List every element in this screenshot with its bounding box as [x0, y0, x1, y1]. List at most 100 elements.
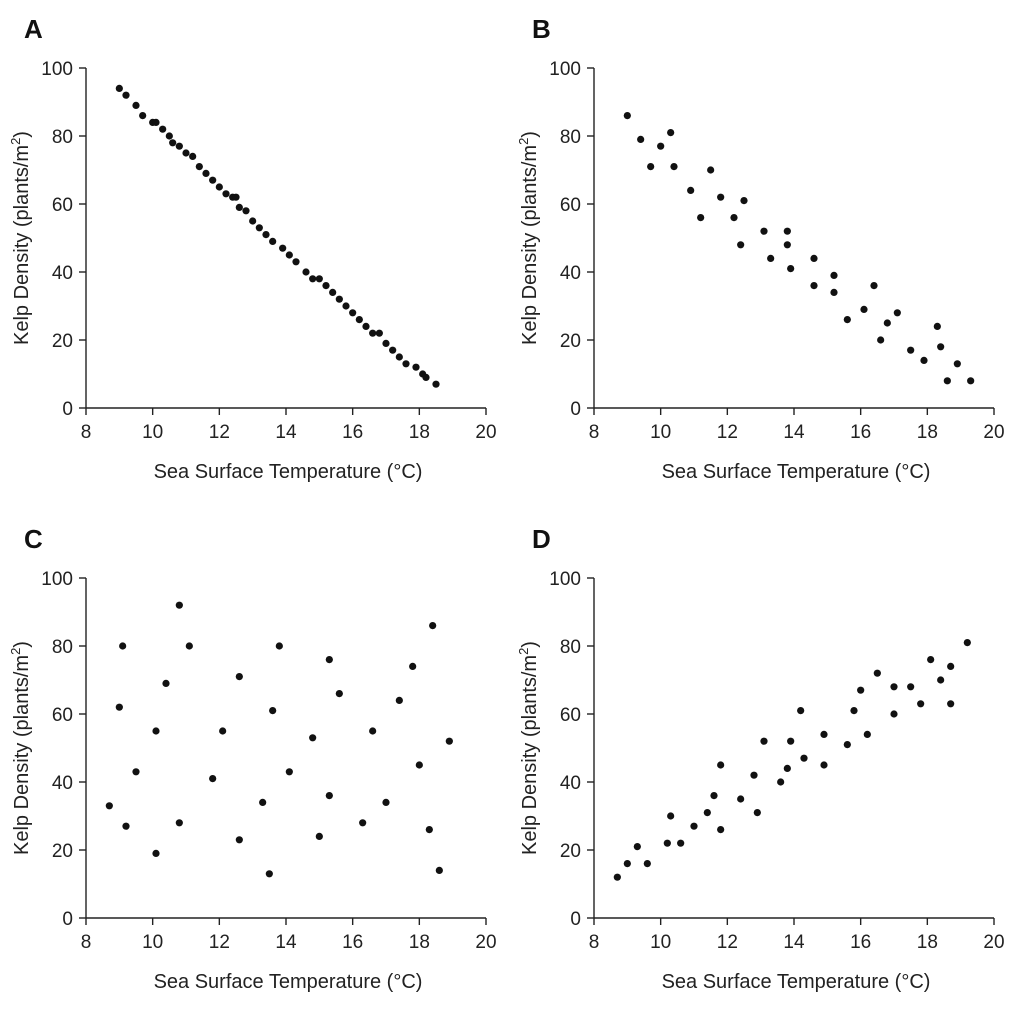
x-tick-label: 14	[783, 932, 805, 953]
data-point	[740, 197, 748, 205]
data-point	[189, 152, 197, 160]
data-point	[375, 329, 383, 337]
y-tick-label: 60	[52, 705, 73, 726]
data-point	[883, 319, 891, 327]
y-tick-label: 100	[549, 59, 581, 80]
panel-label: D	[532, 524, 551, 554]
data-point	[717, 761, 725, 769]
data-point	[105, 802, 113, 810]
data-point	[907, 683, 915, 691]
data-point	[937, 676, 945, 684]
data-point	[259, 798, 267, 806]
data-point	[643, 860, 651, 868]
data-point	[657, 142, 665, 150]
data-point	[830, 271, 838, 279]
data-point	[870, 282, 878, 290]
data-point	[329, 288, 337, 296]
y-tick-label: 80	[560, 637, 581, 658]
data-point	[820, 761, 828, 769]
data-point	[787, 737, 795, 745]
data-point	[933, 322, 941, 330]
x-tick-label: 12	[209, 932, 230, 953]
x-tick-label: 18	[917, 932, 938, 953]
y-tick-label: 0	[62, 399, 73, 420]
y-tick-label: 100	[549, 569, 581, 590]
panel-a: A 8 10 12 14 16 18 20 0 20 40 60 80 100 Sea Surface Te…	[0, 0, 512, 512]
data-point	[402, 360, 410, 368]
data-point	[415, 761, 423, 769]
data-point	[707, 166, 715, 174]
data-point	[175, 142, 183, 150]
scatter-chart-a: A 8 10 12 14 16 18 20 0 20 40 60 80 100 Sea Surface Te…	[8, 14, 497, 483]
data-point	[235, 673, 243, 681]
data-point	[139, 112, 147, 120]
y-tick-label: 80	[52, 127, 73, 148]
data-point	[302, 268, 310, 276]
data-point	[269, 237, 277, 245]
x-axis-title: Sea Surface Temperature (°C)	[662, 461, 931, 483]
data-point	[737, 795, 745, 803]
data-point	[873, 669, 881, 677]
data-point	[890, 683, 898, 691]
data-point	[850, 707, 858, 715]
data-point	[710, 792, 718, 800]
data-point	[690, 822, 698, 830]
data-point	[285, 768, 293, 776]
data-point	[687, 186, 695, 194]
data-point	[717, 826, 725, 834]
data-point	[115, 703, 123, 711]
data-point	[412, 363, 420, 371]
data-point	[322, 282, 330, 290]
data-point	[783, 241, 791, 249]
data-point	[349, 309, 357, 317]
data-point	[429, 622, 437, 630]
data-point	[677, 839, 685, 847]
x-tick-label: 14	[275, 932, 297, 953]
data-point	[315, 832, 323, 840]
data-point	[860, 305, 868, 313]
data-point	[647, 163, 655, 171]
y-tick-label: 40	[560, 263, 581, 284]
y-tick-label: 100	[41, 59, 73, 80]
data-point	[893, 309, 901, 317]
x-tick-label: 16	[342, 932, 363, 953]
data-point	[279, 244, 287, 252]
data-point	[890, 710, 898, 718]
data-point	[215, 183, 223, 191]
data-point	[907, 346, 915, 354]
data-point	[395, 696, 403, 704]
data-point	[947, 662, 955, 670]
data-point	[369, 329, 377, 337]
data-point	[235, 203, 243, 211]
data-point	[877, 336, 885, 344]
data-point	[355, 316, 363, 324]
data-point	[843, 316, 851, 324]
data-point	[132, 101, 140, 109]
data-point	[422, 373, 430, 381]
data-point	[185, 642, 193, 650]
data-point	[830, 288, 838, 296]
data-point	[152, 727, 160, 735]
scatter-chart-c: C 8 10 12 14 16 18 20 0 20 40 60 80 100 Sea Surface Te…	[8, 524, 497, 993]
data-point	[395, 353, 403, 361]
x-tick-label: 20	[475, 422, 496, 443]
y-tick-label: 80	[52, 637, 73, 658]
y-tick-label: 0	[570, 399, 581, 420]
data-point	[255, 224, 263, 232]
y-tick-label: 40	[52, 263, 73, 284]
data-point	[750, 771, 758, 779]
y-tick-label: 100	[41, 569, 73, 590]
data-point	[389, 346, 397, 354]
data-point	[760, 227, 768, 235]
data-point	[169, 139, 177, 147]
x-tick-label: 8	[589, 932, 600, 953]
data-point	[115, 84, 123, 92]
y-tick-label: 60	[52, 195, 73, 216]
data-point	[703, 809, 711, 817]
x-tick-label: 10	[650, 422, 671, 443]
x-tick-label: 10	[142, 932, 163, 953]
data-point	[175, 601, 183, 609]
data-point	[275, 642, 283, 650]
y-tick-label: 20	[560, 841, 581, 862]
data-point	[613, 873, 621, 881]
